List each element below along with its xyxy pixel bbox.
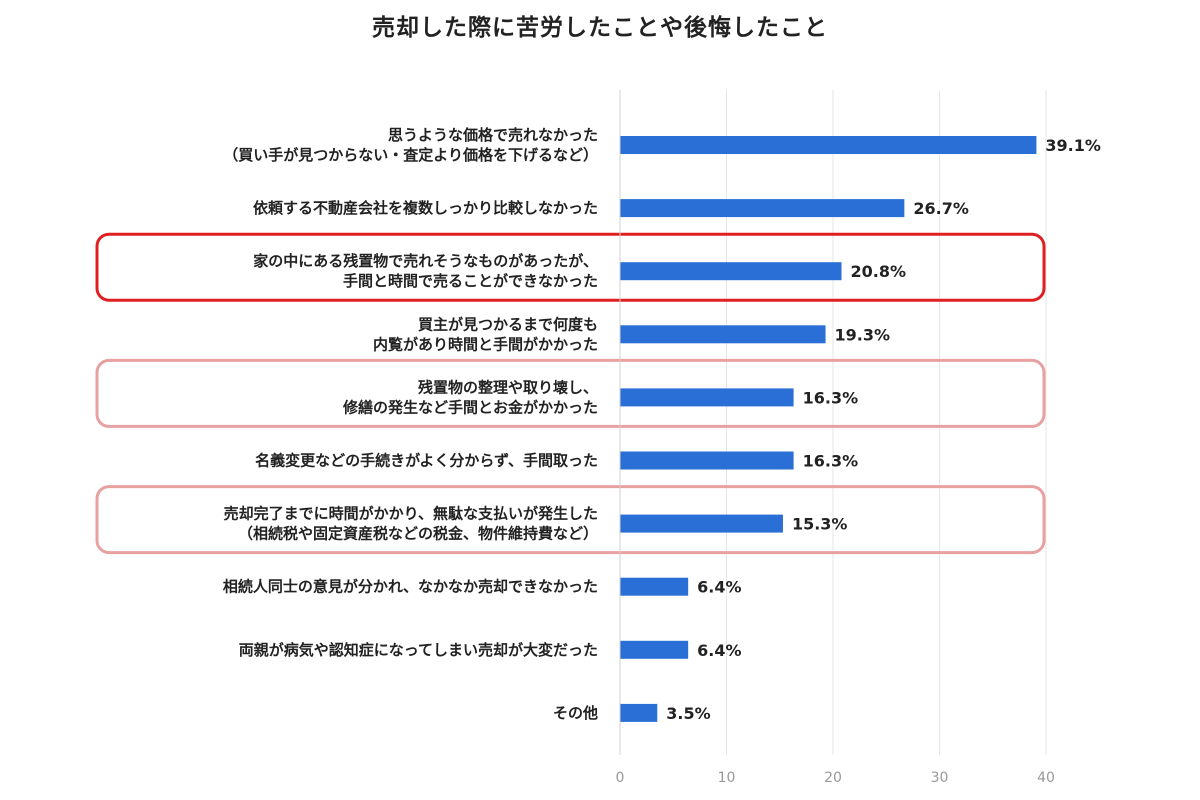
data-label: 15.3% [792,515,848,534]
highlight-box-soft [95,485,1046,555]
x-tick-label: 20 [824,770,842,786]
category-label: （相続税や固定資産税などの税金、物件維持費など） [238,525,598,543]
x-tick-label: 40 [1037,770,1055,786]
data-label: 6.4% [697,641,741,660]
category-label: 両親が病気や認知症になってしまい売却が大変だった [239,641,598,659]
bar [620,514,783,533]
highlight-box-soft [95,358,1046,428]
bar [620,451,794,470]
bar [620,640,689,659]
bar [620,325,826,344]
category-label: 名義変更などの手続きがよく分からず、手間取った [255,452,598,470]
category-label: 依頼する不動産会社を複数しっかり比較しなかった [253,199,598,217]
data-label: 26.7% [913,199,969,218]
category-label: 売却完了までに時間がかかり、無駄な支払いが発生した [224,505,598,523]
category-label: 修繕の発生など手間とお金がかかった [342,398,598,416]
data-label: 16.3% [803,452,859,471]
bar [620,388,794,407]
category-label: 内覧があり時間と手間がかかった [373,335,598,353]
category-label: 家の中にある残置物で売れそうなものがあったが、 [253,252,598,270]
x-tick-label: 30 [931,770,949,786]
chart-title: 売却した際に苦労したことや後悔したこと [372,15,828,41]
category-label: （買い手が見つからない・査定より価格を下げるなど） [223,146,598,164]
x-tick-label: 0 [616,770,625,786]
bar [620,199,905,218]
data-label: 39.1% [1045,136,1101,155]
category-label: 買主が見つかるまで何度も [418,315,598,333]
x-tick-label: 10 [718,770,736,786]
data-label: 19.3% [835,325,891,344]
category-label: 相続人同士の意見が分かれ、なかなか売却できなかった [223,578,598,596]
category-label: その他 [553,704,598,722]
bar [620,136,1037,154]
bar [620,703,658,722]
bar [620,262,842,281]
highlight-box-strong [95,232,1046,302]
category-label: 手間と時間で売ることができなかった [343,272,598,290]
data-label: 16.3% [803,388,859,407]
data-label: 3.5% [666,704,710,723]
bar [620,577,689,596]
data-label: 20.8% [851,262,907,281]
category-label: 残置物の整理や取り壊し、 [418,378,598,396]
data-label: 6.4% [697,578,741,597]
category-label: 思うような価格で売れなかった [388,126,598,144]
